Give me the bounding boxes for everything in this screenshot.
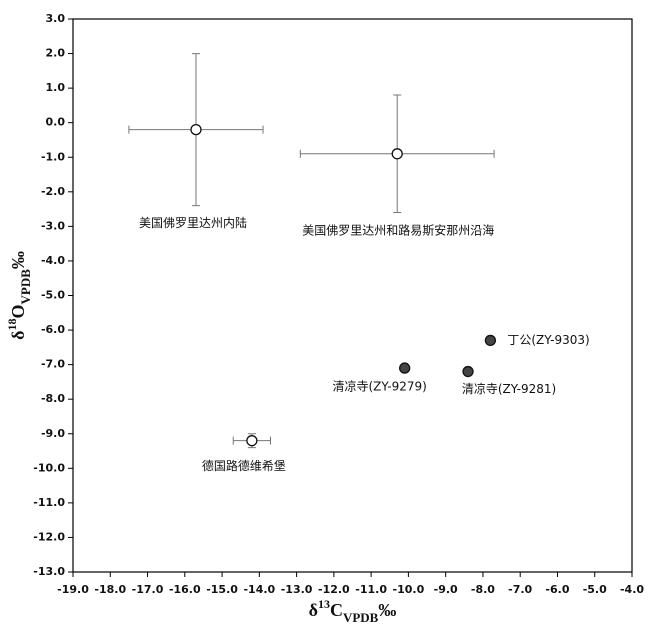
- y-tick-label: -2.0: [41, 185, 65, 198]
- axis-label-part: O: [8, 305, 28, 319]
- point: [484, 334, 497, 347]
- y-tick-label: -13.0: [33, 565, 65, 578]
- x-tick-label: -16.0: [169, 583, 201, 596]
- y-tick-label: -11.0: [33, 496, 65, 509]
- y-tick-label: -7.0: [41, 358, 65, 371]
- y-tick-label: 2.0: [46, 47, 66, 60]
- y-tick-label: 0.0: [46, 116, 66, 129]
- axis-label-part: 13: [318, 597, 330, 611]
- x-tick-label: -5.0: [583, 583, 607, 596]
- point: [391, 148, 403, 160]
- point-label: 清凉寺(ZY-9279): [332, 379, 426, 394]
- axis-label-part: VPDB: [343, 610, 379, 625]
- point: [462, 365, 474, 378]
- axis-label-part: δ: [8, 331, 28, 340]
- y-tick-label: -4.0: [41, 254, 65, 267]
- ylabel_parts-axis-label: δ18OVPDB‰: [5, 251, 34, 340]
- x-tick-label: -17.0: [132, 583, 164, 596]
- x-tick-label: -18.0: [94, 583, 126, 596]
- x-tick-label: -6.0: [545, 583, 569, 596]
- x-tick-label: -12.0: [318, 583, 350, 596]
- y-tick-label: -5.0: [41, 289, 65, 302]
- axis-label-part: C: [330, 600, 343, 620]
- x-tick-label: -7.0: [508, 583, 532, 596]
- x-tick-label: -9.0: [434, 583, 458, 596]
- y-tick-label: -12.0: [33, 530, 65, 543]
- axis-label-part: 18: [5, 319, 19, 331]
- x-tick-label: -10.0: [393, 583, 425, 596]
- y-tick-label: -6.0: [41, 323, 65, 336]
- plot-frame: [72, 18, 633, 573]
- axis-label-part: VPDB: [18, 269, 33, 305]
- y-tick-label: -10.0: [33, 461, 65, 474]
- x-tick-label: -14.0: [243, 583, 275, 596]
- point: [190, 123, 202, 136]
- axis-label-part: ‰: [8, 251, 28, 269]
- x-tick-label: -4.0: [620, 583, 644, 596]
- y-tick-label: -8.0: [41, 392, 65, 405]
- point: [399, 362, 411, 374]
- y-tick-label: -3.0: [41, 219, 65, 232]
- y-tick-label: -9.0: [41, 427, 65, 440]
- point-label: 德国路德维希堡: [202, 458, 286, 473]
- axis-label-part: δ: [309, 600, 318, 620]
- x-tick-label: -13.0: [281, 583, 313, 596]
- point-label: 清凉寺(ZY-9281): [462, 381, 556, 396]
- xlabel_parts-axis-label: δ13CVPDB‰: [309, 597, 397, 626]
- x-tick-label: -8.0: [471, 583, 495, 596]
- y-tick-label: 3.0: [46, 12, 66, 25]
- y-tick-label: 1.0: [46, 81, 66, 94]
- y-tick-label: -1.0: [41, 150, 65, 163]
- point-label: 美国佛罗里达州内陆: [139, 215, 247, 230]
- x-tick-label: -19.0: [57, 583, 89, 596]
- point: [246, 435, 258, 447]
- point-label: 美国佛罗里达州和路易斯安那州沿海: [302, 222, 494, 237]
- x-tick-label: -15.0: [206, 583, 238, 596]
- axis-label-part: ‰: [378, 600, 396, 620]
- point-label: 丁公(ZY-9303): [507, 333, 589, 347]
- x-tick-label: -11.0: [355, 583, 387, 596]
